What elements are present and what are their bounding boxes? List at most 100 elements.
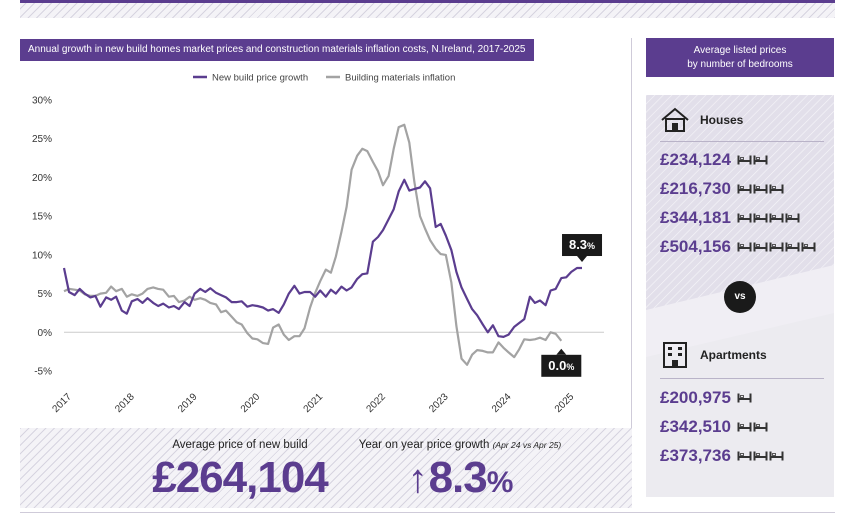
x-tick-label: 2019: [176, 391, 200, 415]
x-tick-label: 2020: [239, 391, 263, 415]
callout-box: [541, 354, 582, 377]
y-tick-label: 10%: [32, 250, 52, 261]
apartments-heading: Apartments: [660, 341, 767, 369]
bed-icon: [769, 184, 784, 194]
y-tick-label: 15%: [32, 212, 52, 223]
chart-title: Annual growth in new build homes market …: [20, 39, 534, 61]
sidebar-header-line2: by number of bedrooms: [687, 59, 793, 70]
x-tick-label: 2025: [553, 391, 577, 415]
yoy-growth-label-text: Year on year price growth: [358, 439, 490, 451]
bedroom-count-icons: [737, 393, 753, 403]
apartments-label: Apartments: [700, 348, 767, 362]
series-line: [62, 178, 582, 338]
stats-band: Average price of new build £264,104 Year…: [20, 428, 632, 508]
houses-rule: [660, 141, 824, 142]
bed-icon: [737, 242, 752, 252]
yoy-growth-label: Year on year price growth (Apr 24 vs Apr…: [340, 439, 580, 451]
bedroom-count-icons: [737, 451, 785, 461]
bed-icon: [753, 451, 768, 461]
bed-icon: [737, 155, 752, 165]
x-tick-label: 2023: [427, 391, 451, 415]
bed-icon: [753, 242, 768, 252]
sidebar-header: Average listed prices by number of bedro…: [646, 38, 834, 77]
listed-price: £373,736: [660, 446, 731, 465]
line-chart: 30% 25% 20% 15% 10% 5% 0% -5% 2017 2018 2019 2020 20…: [32, 73, 604, 415]
bed-icon: [753, 184, 768, 194]
bed-icon: [737, 451, 752, 461]
callout-label: 8.3%: [569, 237, 595, 252]
callout-pointer: [577, 256, 588, 263]
bed-icon: [737, 213, 752, 223]
bed-icon: [737, 422, 752, 432]
bed-icon: [769, 213, 784, 223]
apartment-building-icon: [663, 342, 687, 368]
houses-heading: Houses: [660, 107, 743, 133]
listed-price: £200,975: [660, 388, 731, 407]
bed-icon: [785, 242, 800, 252]
yoy-growth-note: (Apr 24 vs Apr 25): [492, 440, 562, 450]
top-decorative-band: [20, 0, 835, 18]
legend-label: New build price growth: [212, 73, 308, 84]
bottom-rule: [20, 512, 835, 513]
column-divider: [631, 38, 632, 508]
price-row: £342,510: [660, 417, 769, 437]
up-arrow-icon: ↑: [407, 457, 428, 501]
avg-price-stat: Average price of new build £264,104: [70, 428, 410, 503]
y-tick-label: 25%: [32, 134, 52, 145]
avg-price-label: Average price of new build: [172, 439, 308, 451]
bed-icon: [737, 393, 752, 403]
bed-icon: [753, 422, 768, 432]
avg-price-value: £264,104: [152, 453, 329, 502]
bed-icon: [737, 184, 752, 194]
x-tick-label: 2022: [364, 391, 388, 415]
y-tick-label: 30%: [32, 96, 52, 107]
price-row: £344,181: [660, 208, 801, 228]
price-row: £216,730: [660, 179, 785, 199]
y-tick-label: 20%: [32, 173, 52, 184]
bed-icon: [801, 242, 816, 252]
listed-price: £344,181: [660, 208, 731, 227]
yoy-growth-stat: Year on year price growth (Apr 24 vs Apr…: [340, 428, 580, 508]
bed-icon: [785, 213, 800, 223]
x-tick-label: 2018: [113, 391, 137, 415]
bedroom-count-icons: [737, 422, 769, 432]
house-icon: [661, 107, 689, 132]
listed-price: £504,156: [660, 237, 731, 256]
vs-badge: vs: [724, 281, 756, 313]
price-row: £200,975: [660, 388, 753, 408]
sidebar-panel: Houses vs Apartments £234,124 £216,730 £34…: [646, 95, 834, 497]
price-row: £373,736: [660, 446, 785, 466]
listed-price: £234,124: [660, 150, 731, 169]
callout-unit: %: [566, 362, 574, 372]
callout-label: 0.0%: [548, 358, 574, 373]
top-accent-bar: [20, 0, 835, 3]
bed-icon: [753, 213, 768, 223]
apartments-rule: [660, 378, 824, 379]
legend-label: Building materials inflation: [345, 73, 455, 84]
callout-unit: %: [587, 241, 595, 251]
bedroom-count-icons: [737, 184, 785, 194]
x-tick-label: 2017: [50, 391, 74, 415]
x-tick-label: 2024: [490, 391, 514, 415]
y-tick-label: 5%: [38, 289, 53, 300]
y-tick-label: -5%: [34, 367, 52, 378]
yoy-growth-unit: %: [486, 466, 514, 499]
bedroom-count-icons: [737, 155, 769, 165]
callout-pointer: [556, 348, 567, 355]
bed-icon: [753, 155, 768, 165]
price-row: £504,156: [660, 237, 817, 257]
y-tick-label: 0%: [38, 328, 53, 339]
yoy-growth-value: ↑8.3%: [340, 453, 580, 508]
price-row: £234,124: [660, 150, 769, 170]
sidebar-diagonal-background: [646, 95, 834, 497]
sidebar-header-line1: Average listed prices: [693, 45, 787, 56]
yoy-growth-number: 8.3: [428, 453, 488, 502]
bed-icon: [769, 451, 784, 461]
listed-price: £342,510: [660, 417, 731, 436]
listed-price: £216,730: [660, 179, 731, 198]
bedroom-count-icons: [737, 242, 817, 252]
x-tick-label: 2021: [302, 391, 326, 415]
houses-label: Houses: [700, 113, 744, 127]
bedroom-count-icons: [737, 213, 801, 223]
bed-icon: [769, 242, 784, 252]
